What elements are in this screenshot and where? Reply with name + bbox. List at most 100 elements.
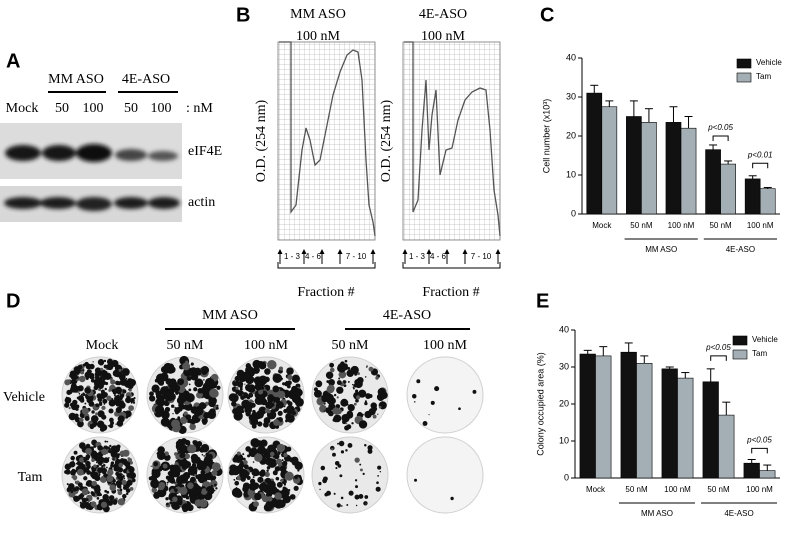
colony	[335, 467, 338, 470]
colony	[93, 464, 97, 468]
y-tick-label: 10	[566, 169, 576, 179]
colony	[242, 394, 244, 396]
colony	[76, 468, 84, 476]
colony	[85, 483, 88, 486]
arrow-head	[444, 249, 450, 254]
colony	[71, 476, 74, 479]
bar	[636, 362, 653, 479]
colony	[127, 393, 130, 395]
colony	[180, 359, 184, 363]
colony	[193, 387, 198, 392]
colony	[366, 365, 369, 368]
column-label: 100 nM	[244, 338, 289, 353]
lane-label: 100	[83, 101, 104, 116]
colony	[238, 477, 241, 480]
colony	[118, 401, 126, 409]
colony	[363, 501, 368, 506]
colony	[151, 476, 158, 482]
fraction-label: 7 - 10	[471, 252, 492, 261]
colony	[178, 483, 182, 486]
colony	[248, 448, 253, 454]
colony	[248, 414, 255, 421]
colony	[319, 488, 321, 491]
colony	[179, 486, 188, 495]
bands	[4, 144, 180, 211]
colony	[76, 396, 80, 400]
colony	[104, 387, 107, 391]
colony	[69, 392, 72, 394]
colony	[65, 469, 71, 475]
colony	[430, 400, 435, 405]
colony	[175, 391, 179, 395]
colony	[161, 419, 166, 424]
colony	[268, 492, 271, 496]
colony	[183, 453, 190, 460]
colonies	[149, 355, 221, 435]
colony	[119, 378, 128, 386]
colony	[126, 479, 133, 486]
colony	[188, 383, 191, 386]
colony	[109, 417, 114, 423]
bar	[759, 188, 776, 215]
colony	[100, 367, 104, 371]
colony	[253, 441, 260, 448]
colony	[458, 407, 461, 411]
colony	[246, 394, 251, 399]
colony	[194, 440, 198, 444]
colony	[67, 379, 71, 383]
colony	[68, 412, 77, 421]
colony	[77, 390, 80, 394]
colony	[210, 484, 214, 488]
colony	[277, 410, 283, 416]
colony	[238, 376, 242, 380]
colony	[198, 402, 207, 410]
colony	[205, 473, 212, 480]
colony	[283, 483, 287, 486]
colony	[256, 390, 259, 392]
colony	[236, 451, 241, 456]
colony	[235, 405, 244, 414]
colony	[364, 376, 367, 378]
colony	[329, 362, 335, 368]
colony	[364, 495, 369, 499]
colony	[270, 446, 274, 449]
colony	[298, 475, 302, 478]
bar	[586, 92, 603, 215]
colony	[172, 496, 178, 503]
colony	[158, 482, 166, 489]
colony	[252, 449, 255, 452]
colony	[287, 456, 291, 460]
fraction-label: 1 - 3	[284, 252, 301, 261]
y-axis-label: O.D. (254 nm)	[254, 99, 269, 182]
colony	[128, 389, 130, 391]
colony	[269, 402, 275, 408]
colony	[192, 485, 202, 495]
x-tick-label: 50 nM	[709, 221, 732, 230]
colony	[153, 461, 159, 467]
bar	[641, 122, 657, 215]
colony	[170, 404, 175, 408]
colony	[313, 387, 319, 392]
colony	[172, 413, 174, 415]
lane-label: 100	[151, 101, 172, 116]
colony	[99, 392, 107, 399]
colony	[234, 379, 237, 382]
x-axis-label: Fraction #	[297, 285, 354, 300]
colony	[119, 418, 123, 422]
colony	[108, 408, 114, 414]
colony	[239, 385, 243, 389]
colony	[205, 494, 207, 497]
colony	[265, 457, 274, 466]
colony	[94, 367, 102, 374]
colony	[285, 380, 288, 383]
colony	[368, 366, 374, 372]
colony	[242, 453, 245, 456]
colony	[128, 466, 135, 473]
colony	[97, 456, 105, 464]
colony	[345, 449, 348, 452]
panel-label: E	[536, 290, 549, 312]
colony	[116, 488, 120, 492]
colony	[101, 467, 108, 474]
colony	[103, 359, 107, 363]
colony	[101, 425, 107, 431]
